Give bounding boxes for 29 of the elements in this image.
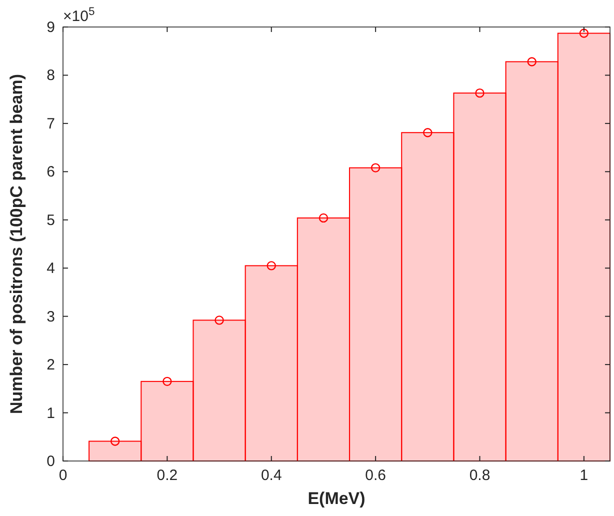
point (370, 163, 380, 172)
point (318, 213, 328, 223)
x-tick-label: 0.8 (469, 467, 490, 484)
x-tick-label: 1 (580, 467, 588, 484)
y-tick-label: 4 (46, 260, 55, 278)
x-axis-title: E(MeV) (308, 489, 366, 508)
x-tick-label: 0.4 (260, 467, 282, 484)
y-tick-label: 2 (46, 356, 55, 374)
point (527, 57, 536, 66)
point (162, 376, 172, 386)
point (475, 88, 484, 98)
y-tick-label: 3 (46, 308, 55, 326)
point (423, 128, 432, 138)
y-tick-label: 6 (46, 164, 55, 181)
y-tick-label: 9 (46, 19, 55, 36)
x-tick-label: 0 (58, 467, 68, 484)
y-tick-label: 5 (46, 212, 55, 229)
text: ×10$^{5}$ (63, 6, 95, 25)
point (266, 261, 276, 270)
x-tick-label: 0.6 (365, 467, 386, 484)
point (214, 316, 224, 325)
point (579, 28, 589, 38)
x-tick-label: 0.2 (156, 467, 178, 484)
point (110, 436, 120, 446)
y-tick-label: 8 (46, 67, 55, 84)
y-tick-label: 1 (46, 404, 55, 422)
y-axis-title: Number of positrons (100pC parent beam) (7, 74, 26, 414)
y-tick-label: 7 (46, 115, 55, 132)
y-tick-label: 0 (46, 453, 55, 470)
